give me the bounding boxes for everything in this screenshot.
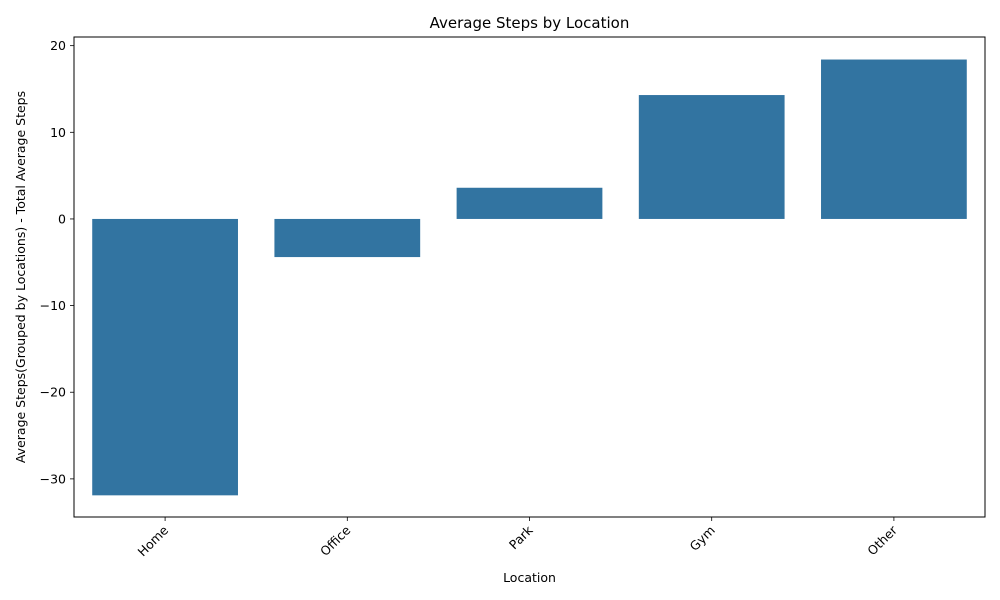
bar-park — [456, 187, 603, 219]
y-axis-ticks: −30 −20 −10 0 10 20 — [40, 38, 74, 486]
chart-title: Average Steps by Location — [430, 14, 630, 32]
bars-layer — [92, 59, 967, 496]
x-tick-label-other: Other — [864, 522, 900, 558]
bar-home — [92, 218, 238, 496]
x-tick-label-gym: Gym — [687, 523, 718, 554]
x-tick-label-home: Home — [135, 522, 172, 559]
y-axis-title: Average Steps(Grouped by Locations) - To… — [13, 91, 28, 463]
bar-office — [274, 218, 421, 258]
x-tick-label-park: Park — [506, 522, 536, 552]
y-tick-label: 0 — [58, 211, 66, 226]
x-axis-title: Location — [503, 570, 556, 585]
bar-gym — [638, 95, 785, 219]
bar-other — [821, 59, 967, 219]
plot-frame — [73, 36, 986, 518]
y-tick-label: −30 — [40, 471, 66, 486]
y-tick-label: −10 — [40, 298, 66, 313]
x-axis-ticks: Home Office Park Gym Other — [135, 517, 901, 559]
y-tick-label: 20 — [50, 38, 66, 53]
x-tick-label-office: Office — [317, 522, 354, 559]
y-tick-label: −20 — [40, 385, 66, 400]
y-tick-label: 10 — [50, 125, 66, 140]
